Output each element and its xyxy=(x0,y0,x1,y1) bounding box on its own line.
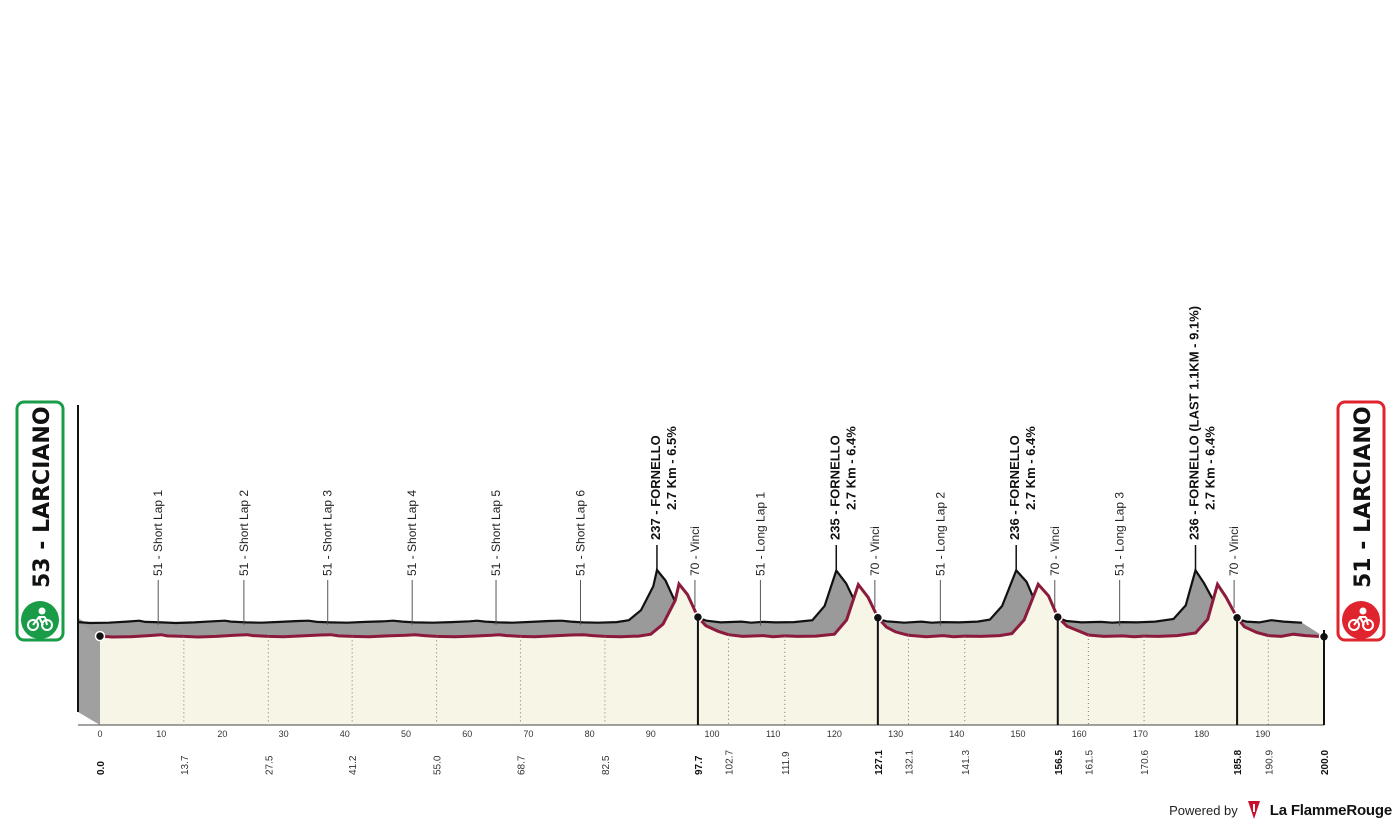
axis-tick-label: 170 xyxy=(1133,729,1148,739)
axis-tick-label: 40 xyxy=(340,729,350,739)
km-mark-label: 170.6 xyxy=(1140,750,1151,775)
climb-name: 235 - FORNELLO xyxy=(827,435,842,540)
climb-stats: 2.7 Km - 6.4% xyxy=(843,426,858,510)
waypoint-label: 70 - Vinci xyxy=(1227,526,1241,576)
climb-stats: 2.7 Km - 6.4% xyxy=(1203,426,1218,510)
axis-tick-label: 110 xyxy=(766,729,780,739)
km-mark-label: 200.0 xyxy=(1320,750,1331,775)
axis-tick-label: 70 xyxy=(523,729,533,739)
waypoint-label: 51 - Long Lap 2 xyxy=(933,492,947,576)
profile-labels: 51 - Short Lap 1 51 - Short Lap 2 51 - Sho… xyxy=(151,306,1241,626)
finish-label: 51 - LARCIANO xyxy=(1351,406,1376,588)
waypoint-label: 70 - Vinci xyxy=(1048,526,1062,576)
km-mark-label: 27.5 xyxy=(264,755,275,775)
km-mark-label: 185.8 xyxy=(1233,750,1244,775)
waypoint-label: 70 - Vinci xyxy=(868,526,882,576)
climb-stats: 2.7 Km - 6.4% xyxy=(1023,426,1038,510)
waypoint-label: 51 - Long Lap 1 xyxy=(753,492,767,576)
waypoint-label: 51 - Short Lap 1 xyxy=(151,490,165,576)
waypoint-label: 51 - Short Lap 4 xyxy=(405,490,419,576)
waypoint-label: 51 - Short Lap 3 xyxy=(321,490,335,576)
axis-tick-label: 20 xyxy=(217,729,227,739)
km-mark-label: 41.2 xyxy=(348,755,359,775)
km-mark-label: 111.9 xyxy=(781,751,792,775)
axis-tick-label: 120 xyxy=(827,729,842,739)
axis-tick-label: 160 xyxy=(1072,729,1087,739)
km-mark-label: 82.5 xyxy=(601,755,612,775)
route-point-dot xyxy=(94,630,106,642)
start-label: 53 - LARCIANO xyxy=(30,406,55,588)
axis-tick-label: 150 xyxy=(1010,729,1025,739)
axis-tick-label: 90 xyxy=(646,729,656,739)
footer: Powered by La FlammeRouge xyxy=(1169,799,1392,821)
climb-name: 237 - FORNELLO xyxy=(648,435,663,540)
km-mark-label: 190.9 xyxy=(1264,750,1275,775)
axis-tick-label: 60 xyxy=(462,729,472,739)
axis-tick-label: 100 xyxy=(704,729,719,739)
axis-tick-label: 180 xyxy=(1194,729,1209,739)
profile-band xyxy=(78,570,1324,637)
start-badge: 53 - LARCIANO xyxy=(15,400,65,642)
waypoint-label: 51 - Long Lap 3 xyxy=(1113,492,1127,576)
axis-tick-label: 50 xyxy=(401,729,411,739)
km-mark-label: 127.1 xyxy=(874,750,885,775)
profile-ridge-line xyxy=(77,567,1303,625)
km-mark-label: 97.7 xyxy=(694,755,705,775)
climb-name: 236 - FORNELLO xyxy=(1007,435,1022,540)
axis-tick-label: 30 xyxy=(279,729,289,739)
axis-tick-label: 190 xyxy=(1255,729,1270,739)
km-mark-label: 102.7 xyxy=(725,750,736,775)
km-mark-label: 55.0 xyxy=(433,755,444,775)
climb-stats: 2.7 Km - 6.5% xyxy=(664,426,679,510)
km-mark-label: 68.7 xyxy=(516,755,527,775)
waypoint-label: 70 - Vinci xyxy=(688,526,702,576)
km-mark-label: 132.1 xyxy=(904,750,915,775)
km-mark-label: 156.5 xyxy=(1054,750,1065,775)
brand-name: La FlammeRouge xyxy=(1269,801,1392,819)
elevation-profile xyxy=(77,567,1324,725)
km-mark-label: 13.7 xyxy=(180,755,191,775)
axis-tick-label: 0 xyxy=(97,729,102,739)
route-path xyxy=(99,580,1325,639)
waypoint-label: 51 - Short Lap 2 xyxy=(237,490,251,576)
axis-tick-label: 130 xyxy=(888,729,903,739)
finish-badge: 51 - LARCIANO xyxy=(1336,400,1386,642)
axis-tick-label: 10 xyxy=(156,729,166,739)
waypoint-label: 51 - Short Lap 6 xyxy=(573,490,587,576)
climb-name: 236 - FORNELLO (LAST 1.1KM - 9.1%) xyxy=(1187,306,1202,540)
start-wedge xyxy=(78,618,100,725)
axis-tick-label: 140 xyxy=(949,729,964,739)
km-axis: 0 10 20 30 40 50 60 70 80 90 100 110 120 130 140 150 160… xyxy=(78,617,1331,775)
flame-logo-icon xyxy=(1247,801,1260,819)
km-mark-label: 141.3 xyxy=(961,750,972,775)
km-mark-label: 0.0 xyxy=(96,761,107,775)
axis-tick-label: 80 xyxy=(585,729,595,739)
powered-by-label: Powered by xyxy=(1169,802,1238,818)
waypoint-label: 51 - Short Lap 5 xyxy=(489,490,503,576)
profile-fill xyxy=(100,584,1324,725)
km-mark-label: 161.5 xyxy=(1084,750,1095,775)
